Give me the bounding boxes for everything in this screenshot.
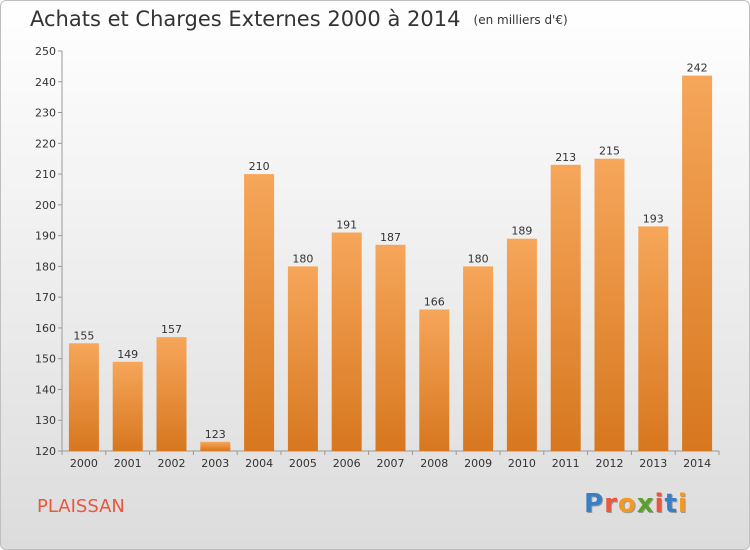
bar-2005: [287, 266, 318, 451]
bar-2002: [156, 337, 187, 451]
x-tick-label: 2011: [552, 457, 580, 470]
logo-letter: x: [636, 489, 655, 519]
x-tick-label: 2006: [333, 457, 361, 470]
bar-2010: [506, 238, 537, 451]
logo-letter: r: [604, 489, 618, 519]
bar-2003: [200, 441, 231, 451]
y-tick-label: 240: [35, 76, 56, 89]
bar-2006: [331, 232, 362, 451]
y-tick-label: 180: [35, 260, 56, 273]
bar-2013: [638, 226, 669, 451]
bar-2000: [68, 343, 99, 451]
y-tick-label: 250: [35, 45, 56, 58]
logo-letter: P: [584, 489, 605, 519]
logo-letter: t: [664, 489, 678, 519]
data-label-2008: 166: [424, 296, 445, 309]
y-tick-label: 130: [35, 414, 56, 427]
logo-letter: o: [617, 489, 637, 519]
bar-2009: [463, 266, 494, 451]
data-label-2007: 187: [380, 231, 401, 244]
data-label-2009: 180: [468, 252, 489, 265]
bar-2008: [419, 309, 450, 451]
bar-2011: [550, 164, 581, 452]
proxiti-logo: Proxiti: [584, 489, 688, 519]
x-tick-label: 2010: [508, 457, 536, 470]
y-tick-label: 160: [35, 322, 56, 335]
x-tick-label: 2012: [596, 457, 624, 470]
x-tick-label: 2002: [158, 457, 186, 470]
x-tick-label: 2007: [377, 457, 405, 470]
data-label-2011: 213: [555, 151, 576, 164]
y-tick-label: 120: [35, 445, 56, 458]
data-label-2003: 123: [205, 428, 226, 441]
x-tick-label: 2005: [289, 457, 317, 470]
data-label-2012: 215: [599, 145, 620, 158]
y-tick-label: 230: [35, 107, 56, 120]
bars: [68, 75, 713, 452]
y-tick-label: 190: [35, 230, 56, 243]
data-label-2006: 191: [336, 219, 357, 232]
logo-letter: i: [654, 489, 665, 519]
data-label-2013: 193: [643, 212, 664, 225]
y-tick-label: 170: [35, 291, 56, 304]
x-tick-label: 2008: [420, 457, 448, 470]
bar-2012: [594, 158, 625, 451]
y-tick-label: 150: [35, 353, 56, 366]
data-label-2001: 149: [117, 348, 138, 361]
logo-letter: i: [677, 489, 688, 519]
data-labels: 155 149 157 123 210 180 191 187 166 180 189 213 215 1…: [73, 62, 707, 441]
chart-title-main: Achats et Charges Externes 2000 à 2014: [30, 7, 461, 31]
chart-title-unit: (en milliers d'€): [473, 13, 568, 27]
commune-name: PLAISSAN: [37, 496, 125, 517]
bar-2014: [682, 75, 713, 451]
bar-2001: [112, 361, 143, 451]
data-label-2004: 210: [249, 160, 270, 173]
y-tick-label: 140: [35, 383, 56, 396]
data-label-2010: 189: [511, 225, 532, 238]
data-label-2000: 155: [73, 329, 94, 342]
bar-2007: [375, 244, 406, 451]
x-tick-label: 2004: [245, 457, 273, 470]
x-tick-label: 2003: [201, 457, 229, 470]
bar-2004: [244, 174, 275, 451]
x-tick-label: 2000: [70, 457, 98, 470]
data-label-2014: 242: [687, 62, 708, 75]
x-tick-label: 2009: [464, 457, 492, 470]
axes: 120 130 140 150 160 170 180 190 200 210 220 230 240 2…: [35, 45, 720, 470]
data-label-2005: 180: [292, 252, 313, 265]
y-tick-label: 210: [35, 168, 56, 181]
data-label-2002: 157: [161, 323, 182, 336]
x-tick-label: 2014: [683, 457, 711, 470]
x-tick-label: 2013: [639, 457, 667, 470]
chart-title: Achats et Charges Externes 2000 à 2014 (…: [30, 7, 568, 31]
x-tick-label: 2001: [114, 457, 142, 470]
y-tick-label: 200: [35, 199, 56, 212]
y-tick-label: 220: [35, 137, 56, 150]
